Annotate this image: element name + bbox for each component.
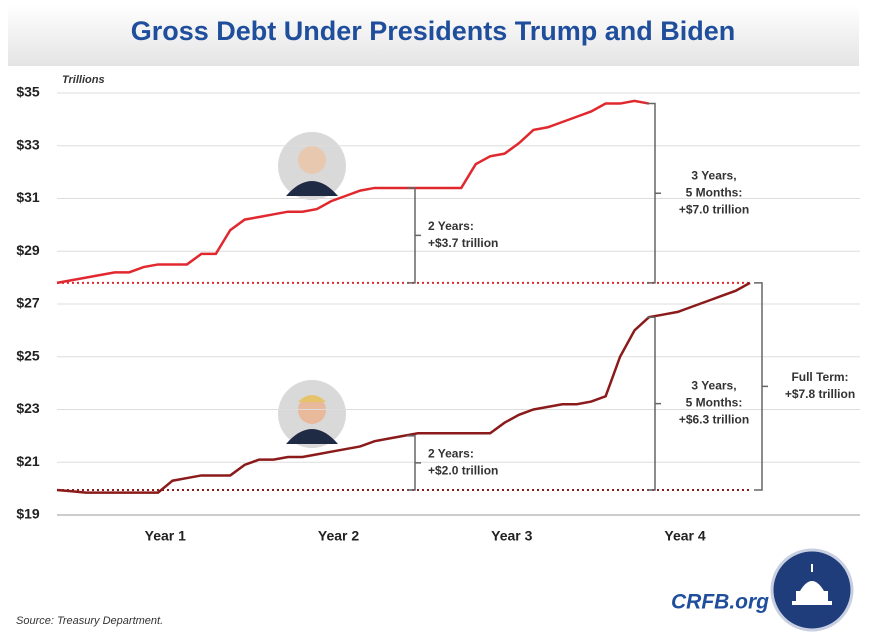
bracket [647, 316, 661, 491]
annotation: Full Term: [791, 370, 848, 384]
annotation: 5 Months: [686, 185, 743, 199]
series-line [56, 281, 751, 494]
annotation: +$3.7 trillion [428, 236, 498, 250]
y-tick-label: $31 [16, 189, 40, 205]
y-axis-label: Trillions [62, 74, 105, 86]
annotation: +$2.0 trillion [428, 464, 498, 478]
annotation: 5 Months: [686, 396, 743, 410]
annotation: +$7.0 trillion [679, 202, 749, 216]
brand: CRFB.org [671, 591, 769, 614]
y-tick-label: $33 [16, 136, 40, 152]
trump-photo [278, 380, 346, 448]
series-line [56, 99, 650, 285]
y-tick-label: $27 [16, 295, 40, 311]
annotation: 3 Years, [691, 379, 736, 393]
x-tick-label: Year 3 [491, 528, 532, 544]
bracket [754, 282, 768, 491]
annotation: +$7.8 trillion [785, 387, 855, 401]
bracket [407, 187, 421, 284]
annotation: 2 Years: [428, 447, 474, 461]
y-tick-label: $35 [16, 84, 40, 100]
chart-title: Gross Debt Under Presidents Trump and Bi… [131, 16, 736, 46]
annotation: +$6.3 trillion [679, 413, 749, 427]
annotation: 3 Years, [691, 168, 736, 182]
source: Source: Treasury Department. [16, 615, 163, 627]
title-bar [8, 4, 859, 66]
y-tick-label: $25 [16, 347, 40, 363]
logo [770, 548, 854, 632]
y-tick-label: $29 [16, 242, 40, 258]
biden-photo [278, 132, 346, 200]
bracket [407, 435, 421, 491]
annotation: 2 Years: [428, 219, 474, 233]
x-tick-label: Year 4 [664, 528, 705, 544]
y-tick-label: $23 [16, 400, 40, 416]
y-tick-label: $19 [16, 506, 40, 522]
x-tick-label: Year 1 [145, 528, 186, 544]
y-tick-label: $21 [16, 453, 40, 469]
bracket [647, 102, 661, 284]
x-tick-label: Year 2 [318, 528, 359, 544]
